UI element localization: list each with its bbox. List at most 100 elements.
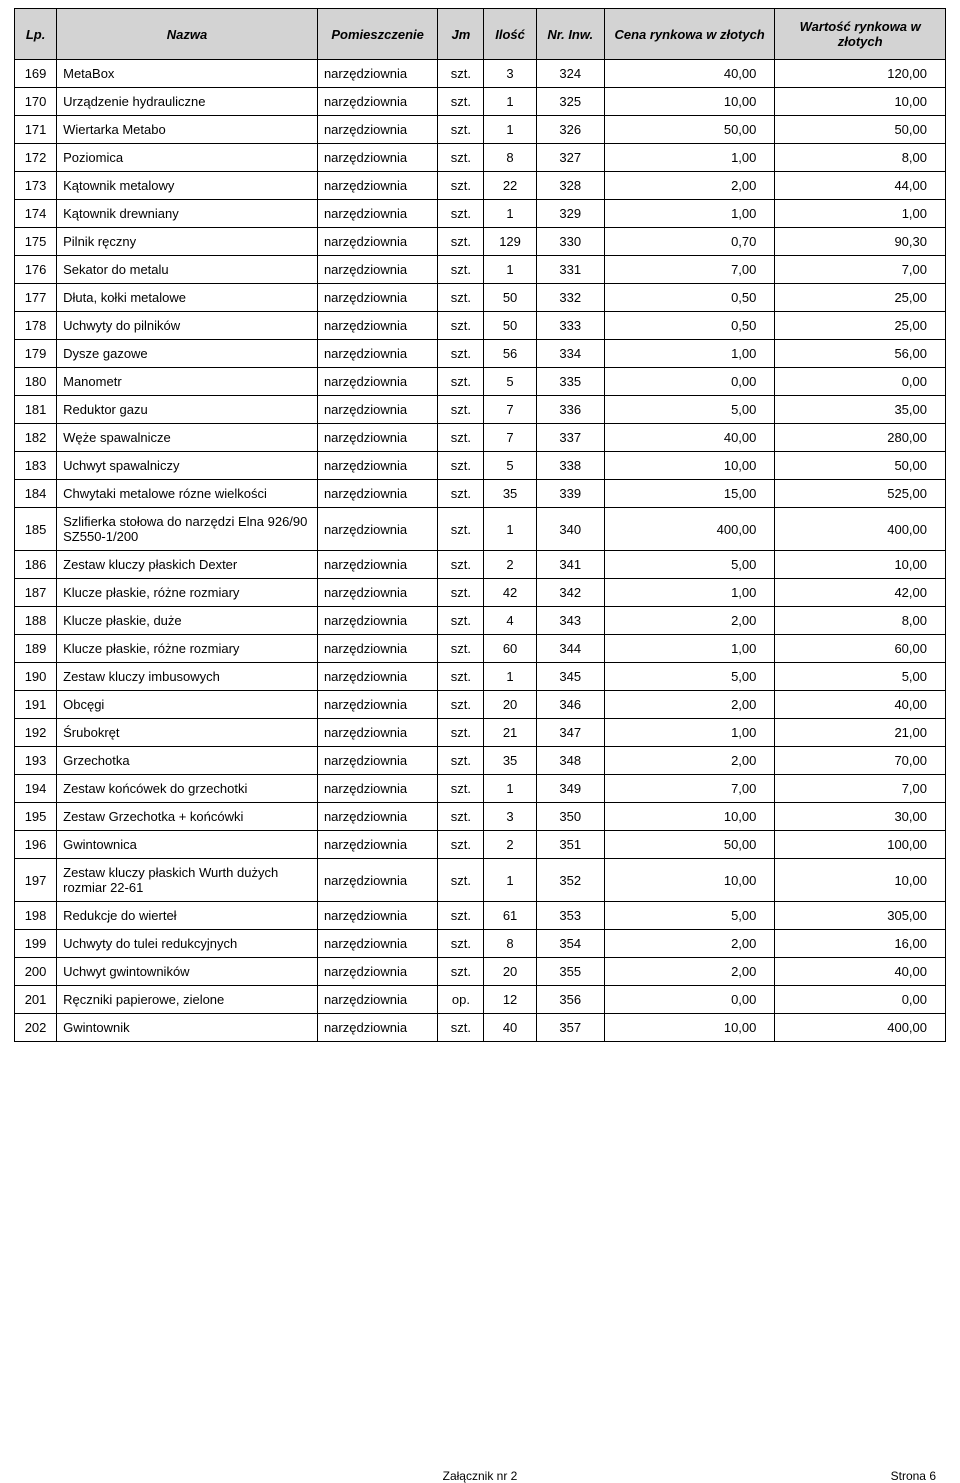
cell-jm: szt. [438, 607, 484, 635]
cell-lp: 190 [15, 663, 57, 691]
cell-lp: 174 [15, 200, 57, 228]
cell-qty: 8 [484, 930, 536, 958]
cell-inv: 352 [536, 859, 604, 902]
cell-room: narzędziownia [317, 958, 437, 986]
cell-value: 525,00 [775, 480, 946, 508]
cell-room: narzędziownia [317, 144, 437, 172]
cell-inv: 348 [536, 747, 604, 775]
cell-inv: 327 [536, 144, 604, 172]
cell-value: 280,00 [775, 424, 946, 452]
cell-lp: 173 [15, 172, 57, 200]
cell-room: narzędziownia [317, 88, 437, 116]
cell-name: MetaBox [57, 60, 318, 88]
cell-value: 5,00 [775, 663, 946, 691]
cell-value: 21,00 [775, 719, 946, 747]
cell-room: narzędziownia [317, 256, 437, 284]
table-row: 179Dysze gazowenarzędziowniaszt.563341,0… [15, 340, 946, 368]
cell-price: 40,00 [604, 60, 775, 88]
cell-jm: szt. [438, 663, 484, 691]
cell-value: 30,00 [775, 803, 946, 831]
cell-price: 5,00 [604, 396, 775, 424]
cell-room: narzędziownia [317, 747, 437, 775]
cell-name: Kątownik drewniany [57, 200, 318, 228]
cell-value: 1,00 [775, 200, 946, 228]
col-qty: Ilość [484, 9, 536, 60]
cell-qty: 50 [484, 312, 536, 340]
cell-lp: 182 [15, 424, 57, 452]
cell-qty: 1 [484, 663, 536, 691]
cell-price: 0,70 [604, 228, 775, 256]
cell-name: Dysze gazowe [57, 340, 318, 368]
cell-price: 2,00 [604, 172, 775, 200]
table-body: 169MetaBoxnarzędziowniaszt.332440,00120,… [15, 60, 946, 1042]
cell-lp: 187 [15, 579, 57, 607]
table-row: 189Klucze płaskie, różne rozmiarynarzędz… [15, 635, 946, 663]
table-row: 201Ręczniki papierowe, zielonenarzędziow… [15, 986, 946, 1014]
table-row: 195Zestaw Grzechotka + końcówkinarzędzio… [15, 803, 946, 831]
cell-qty: 60 [484, 635, 536, 663]
cell-inv: 337 [536, 424, 604, 452]
cell-price: 2,00 [604, 691, 775, 719]
cell-jm: szt. [438, 635, 484, 663]
cell-qty: 50 [484, 284, 536, 312]
cell-jm: szt. [438, 902, 484, 930]
cell-value: 42,00 [775, 579, 946, 607]
cell-price: 10,00 [604, 452, 775, 480]
cell-room: narzędziownia [317, 396, 437, 424]
cell-inv: 344 [536, 635, 604, 663]
cell-value: 50,00 [775, 116, 946, 144]
cell-name: Sekator do metalu [57, 256, 318, 284]
cell-inv: 347 [536, 719, 604, 747]
cell-price: 50,00 [604, 116, 775, 144]
cell-lp: 176 [15, 256, 57, 284]
cell-price: 15,00 [604, 480, 775, 508]
cell-lp: 198 [15, 902, 57, 930]
cell-name: Redukcje do wierteł [57, 902, 318, 930]
cell-jm: szt. [438, 284, 484, 312]
table-row: 198Redukcje do wiertełnarzędziowniaszt.6… [15, 902, 946, 930]
cell-name: Manometr [57, 368, 318, 396]
cell-qty: 35 [484, 747, 536, 775]
cell-price: 0,00 [604, 986, 775, 1014]
cell-jm: szt. [438, 228, 484, 256]
cell-value: 40,00 [775, 691, 946, 719]
cell-inv: 341 [536, 551, 604, 579]
cell-name: Pilnik ręczny [57, 228, 318, 256]
cell-inv: 329 [536, 200, 604, 228]
cell-inv: 340 [536, 508, 604, 551]
cell-room: narzędziownia [317, 719, 437, 747]
cell-room: narzędziownia [317, 200, 437, 228]
cell-value: 7,00 [775, 256, 946, 284]
table-row: 191Obcęginarzędziowniaszt.203462,0040,00 [15, 691, 946, 719]
cell-price: 5,00 [604, 663, 775, 691]
cell-value: 120,00 [775, 60, 946, 88]
cell-value: 25,00 [775, 312, 946, 340]
cell-price: 10,00 [604, 859, 775, 902]
cell-name: Poziomica [57, 144, 318, 172]
cell-price: 7,00 [604, 256, 775, 284]
table-row: 169MetaBoxnarzędziowniaszt.332440,00120,… [15, 60, 946, 88]
cell-qty: 5 [484, 368, 536, 396]
cell-room: narzędziownia [317, 312, 437, 340]
cell-lp: 197 [15, 859, 57, 902]
cell-lp: 179 [15, 340, 57, 368]
cell-jm: szt. [438, 256, 484, 284]
table-row: 175Pilnik ręcznynarzędziowniaszt.1293300… [15, 228, 946, 256]
cell-inv: 342 [536, 579, 604, 607]
cell-jm: szt. [438, 508, 484, 551]
cell-value: 10,00 [775, 551, 946, 579]
cell-room: narzędziownia [317, 663, 437, 691]
col-jm: Jm [438, 9, 484, 60]
cell-value: 8,00 [775, 144, 946, 172]
cell-name: Klucze płaskie, duże [57, 607, 318, 635]
cell-qty: 4 [484, 607, 536, 635]
cell-lp: 185 [15, 508, 57, 551]
cell-jm: szt. [438, 368, 484, 396]
col-price: Cena rynkowa w złotych [604, 9, 775, 60]
cell-qty: 3 [484, 803, 536, 831]
cell-room: narzędziownia [317, 986, 437, 1014]
cell-value: 16,00 [775, 930, 946, 958]
cell-lp: 192 [15, 719, 57, 747]
cell-room: narzędziownia [317, 803, 437, 831]
cell-price: 1,00 [604, 719, 775, 747]
